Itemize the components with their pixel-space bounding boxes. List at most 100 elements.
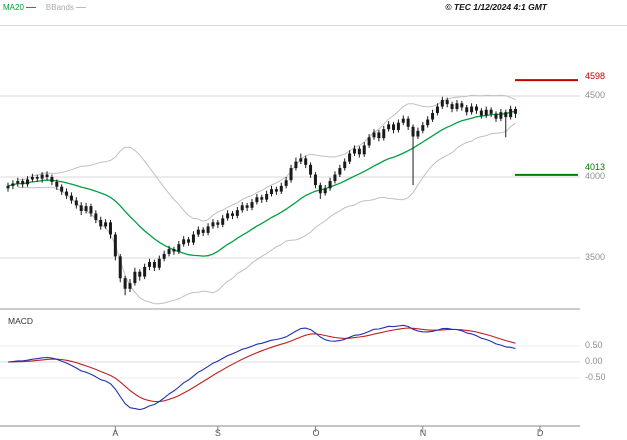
candle-body (470, 106, 474, 113)
candle-body (172, 249, 176, 252)
candle-body (455, 103, 459, 109)
candle-body (143, 266, 147, 277)
candle-body (357, 148, 361, 155)
legend-ma20-label: MA20 (3, 3, 24, 12)
candle-body (211, 222, 215, 227)
candle-body (509, 108, 513, 118)
candle-body (177, 244, 181, 252)
candle-body (138, 271, 142, 277)
candle-body (255, 197, 259, 203)
candle-body (338, 168, 342, 175)
candle-body (35, 177, 39, 179)
candle-body (435, 106, 439, 114)
candle-body (235, 210, 239, 216)
bollinger-lower-band-line (17, 122, 516, 305)
copyright-text: © TEC 1/12/2024 4:1 GMT (445, 2, 547, 12)
candle-body (152, 262, 156, 268)
candle-body (26, 179, 30, 185)
candle-body (328, 181, 332, 189)
candle-body (460, 103, 464, 108)
candle-body (265, 194, 269, 200)
candle-body (352, 148, 356, 154)
candle-body (216, 222, 220, 225)
candle-body (401, 118, 405, 123)
candle-body (279, 185, 283, 192)
candle-body (30, 177, 34, 180)
candle-body (21, 181, 25, 185)
candle-body (494, 113, 498, 119)
candle-body (440, 100, 444, 107)
candle-body (294, 161, 298, 169)
candle-body (362, 145, 366, 155)
candle-body (333, 174, 337, 182)
candle-body (133, 271, 137, 284)
candle-body (108, 222, 112, 235)
candle-body (450, 104, 454, 109)
candle-body (65, 191, 69, 196)
candle-body (84, 206, 88, 212)
legend-bbands: BBands (46, 3, 86, 12)
candle-body (196, 229, 200, 235)
candle-body (309, 164, 313, 175)
candle-body (167, 249, 171, 254)
candle-body (206, 226, 210, 233)
candle-body (99, 219, 103, 227)
header-divider (0, 25, 627, 26)
candle-body (250, 202, 254, 208)
candle-body (504, 112, 508, 118)
candle-body (60, 186, 64, 192)
candle-body (274, 189, 278, 192)
candle-body (40, 174, 44, 179)
candle-body (377, 132, 381, 139)
candle-body (230, 213, 234, 216)
candle-body (382, 129, 386, 139)
candle-body (372, 132, 376, 138)
chart-legend: MA20 BBands (3, 3, 86, 12)
legend-bbands-label: BBands (45, 3, 74, 12)
candle-body (318, 185, 322, 194)
candle-body (6, 185, 10, 189)
candle-body (45, 174, 49, 177)
candle-body (157, 258, 161, 268)
candle-body (431, 113, 435, 120)
ma20-line-swatch-icon (25, 7, 36, 8)
legend-ma20: MA20 (3, 3, 36, 12)
candle-body (479, 110, 483, 116)
candle-body (240, 205, 244, 211)
candle-body (79, 205, 83, 212)
candle-body (406, 118, 410, 127)
candle-body (128, 283, 132, 289)
candle-body (348, 153, 352, 162)
candle-body (104, 222, 108, 227)
candle-body (313, 174, 317, 186)
candle-body (284, 180, 288, 186)
candle-body (343, 161, 347, 169)
candle-body (191, 234, 195, 243)
bbands-line-swatch-icon (75, 7, 86, 8)
candle-body (55, 181, 59, 187)
candle-body (162, 253, 166, 259)
candle-body (304, 158, 308, 165)
candle-body (118, 256, 122, 279)
ma20-line (7, 110, 516, 257)
candle-body (50, 177, 54, 182)
candle-body (69, 195, 73, 201)
candle-body (201, 229, 205, 233)
candle-body (226, 213, 230, 219)
candle-body (392, 124, 396, 131)
candle-body (187, 239, 191, 243)
candle-body (367, 137, 371, 146)
candle-body (123, 278, 127, 289)
candle-body (416, 130, 420, 137)
candle-body (260, 197, 264, 200)
candle-body (387, 124, 391, 130)
bollinger-upper-band-line (17, 94, 516, 222)
candle-body (299, 158, 303, 162)
macd-signal-line (7, 327, 516, 403)
candle-body (221, 218, 225, 225)
candle-body (323, 188, 327, 194)
candle-body (148, 262, 152, 267)
candle-body (489, 109, 493, 114)
candle-body (16, 181, 20, 184)
